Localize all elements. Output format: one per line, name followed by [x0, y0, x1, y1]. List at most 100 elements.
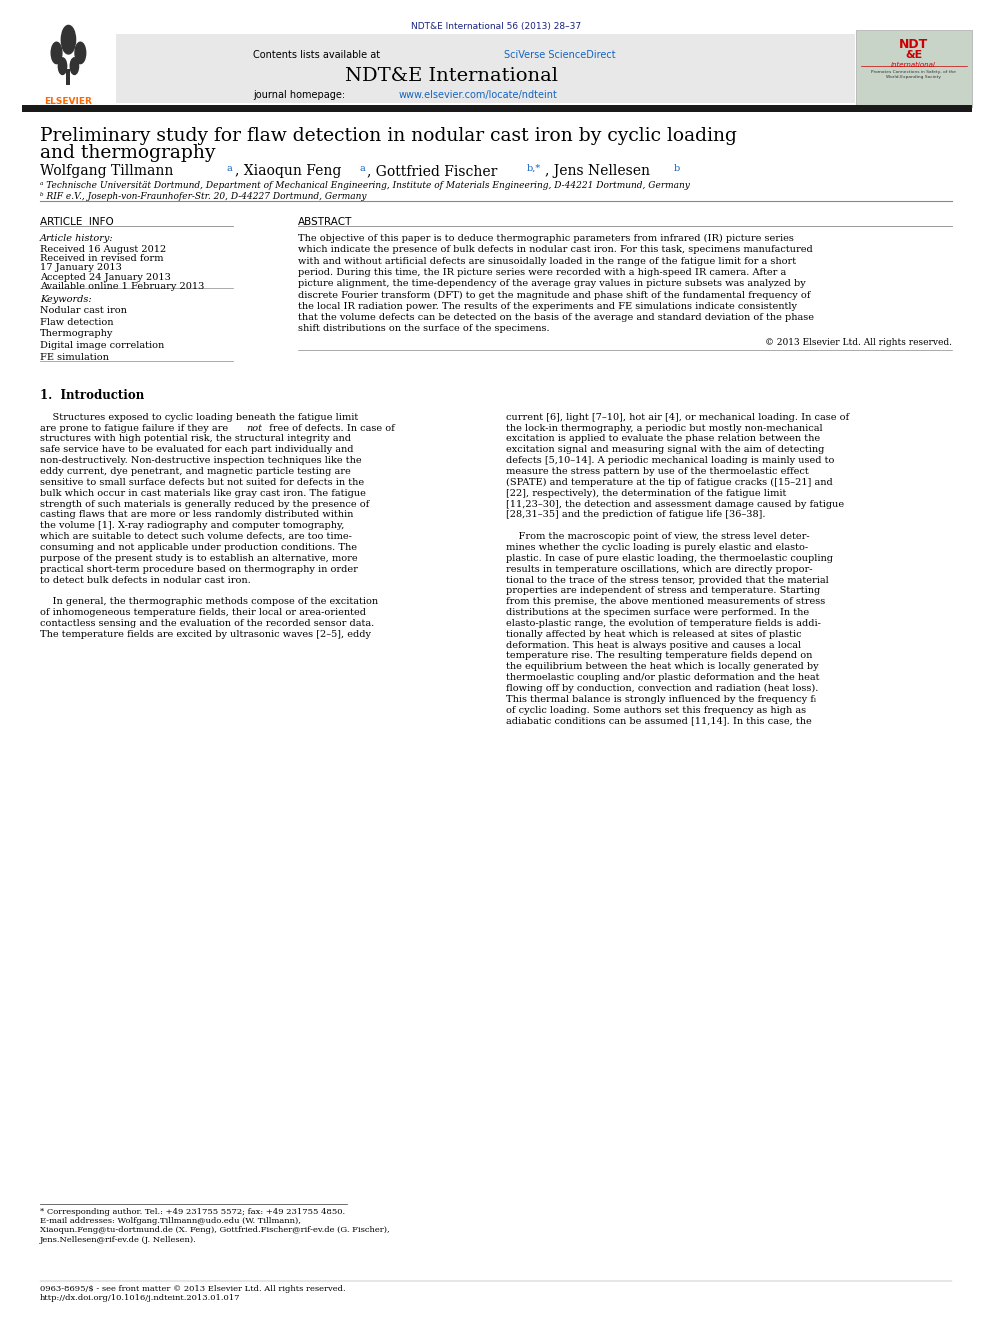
Text: www.elsevier.com/locate/ndteint: www.elsevier.com/locate/ndteint: [399, 90, 558, 101]
Text: excitation signal and measuring signal with the aim of detecting: excitation signal and measuring signal w…: [506, 446, 824, 454]
Text: * Corresponding author. Tel.: +49 231755 5572; fax: +49 231755 4850.: * Corresponding author. Tel.: +49 231755…: [40, 1208, 345, 1216]
Text: NDT: NDT: [899, 38, 929, 52]
Text: Keywords:: Keywords:: [40, 295, 91, 304]
Text: Thermography: Thermography: [40, 329, 113, 339]
Text: of inhomogeneous temperature fields, their local or area-oriented: of inhomogeneous temperature fields, the…: [40, 609, 366, 617]
Text: deformation. This heat is always positive and causes a local: deformation. This heat is always positiv…: [506, 640, 802, 650]
FancyBboxPatch shape: [856, 30, 972, 107]
Text: discrete Fourier transform (DFT) to get the magnitude and phase shift of the fun: discrete Fourier transform (DFT) to get …: [298, 290, 810, 299]
Text: casting flaws that are more or less randomly distributed within: casting flaws that are more or less rand…: [40, 511, 353, 520]
Text: ELSEVIER: ELSEVIER: [45, 97, 92, 106]
Text: tional to the trace of the stress tensor, provided that the material: tional to the trace of the stress tensor…: [506, 576, 828, 585]
Text: Preliminary study for flaw detection in nodular cast iron by cyclic loading: Preliminary study for flaw detection in …: [40, 127, 736, 146]
Text: , Gottfried Fischer: , Gottfried Fischer: [367, 164, 497, 179]
Text: thermoelastic coupling and/or plastic deformation and the heat: thermoelastic coupling and/or plastic de…: [506, 673, 819, 683]
Text: b,*: b,*: [527, 164, 541, 173]
Ellipse shape: [62, 25, 75, 54]
Text: Contents lists available at: Contents lists available at: [253, 50, 383, 61]
Text: with and without artificial defects are sinusoidally loaded in the range of the : with and without artificial defects are …: [298, 257, 796, 266]
Text: FE simulation: FE simulation: [40, 353, 108, 363]
Text: [28,31–35] and the prediction of fatigue life [36–38].: [28,31–35] and the prediction of fatigue…: [506, 511, 766, 520]
Text: From the macroscopic point of view, the stress level deter-: From the macroscopic point of view, the …: [506, 532, 809, 541]
Text: purpose of the present study is to establish an alternative, more: purpose of the present study is to estab…: [40, 554, 357, 562]
Text: flowing off by conduction, convection and radiation (heat loss).: flowing off by conduction, convection an…: [506, 684, 818, 693]
Text: strength of such materials is generally reduced by the presence of: strength of such materials is generally …: [40, 500, 369, 508]
Text: which are suitable to detect such volume defects, are too time-: which are suitable to detect such volume…: [40, 532, 351, 541]
Text: of cyclic loading. Some authors set this frequency as high as: of cyclic loading. Some authors set this…: [506, 705, 806, 714]
Text: structures with high potential risk, the structural integrity and: structures with high potential risk, the…: [40, 434, 351, 443]
Text: eddy current, dye penetrant, and magnetic particle testing are: eddy current, dye penetrant, and magneti…: [40, 467, 350, 476]
Text: [22], respectively), the determination of the fatigue limit: [22], respectively), the determination o…: [506, 488, 787, 497]
Text: http://dx.doi.org/10.1016/j.ndteint.2013.01.017: http://dx.doi.org/10.1016/j.ndteint.2013…: [40, 1294, 240, 1302]
Text: In general, the thermographic methods compose of the excitation: In general, the thermographic methods co…: [40, 597, 378, 606]
Text: sensitive to small surface defects but not suited for defects in the: sensitive to small surface defects but n…: [40, 478, 364, 487]
Text: NDT&E International: NDT&E International: [345, 67, 558, 86]
Text: and thermography: and thermography: [40, 144, 215, 163]
Text: to detect bulk defects in nodular cast iron.: to detect bulk defects in nodular cast i…: [40, 576, 250, 585]
Text: bulk which occur in cast materials like gray cast iron. The fatigue: bulk which occur in cast materials like …: [40, 488, 366, 497]
Text: ᵇ RIF e.V., Joseph-von-Fraunhofer-Str. 20, D-44227 Dortmund, Germany: ᵇ RIF e.V., Joseph-von-Fraunhofer-Str. 2…: [40, 192, 366, 201]
Text: Structures exposed to cyclic loading beneath the fatigue limit: Structures exposed to cyclic loading ben…: [40, 413, 358, 422]
Text: ᵃ Technische Universität Dortmund, Department of Mechanical Engineering, Institu: ᵃ Technische Universität Dortmund, Depar…: [40, 181, 689, 191]
Text: 0963-8695/$ - see front matter © 2013 Elsevier Ltd. All rights reserved.: 0963-8695/$ - see front matter © 2013 El…: [40, 1285, 345, 1293]
Text: The objective of this paper is to deduce thermographic parameters from infrared : The objective of this paper is to deduce…: [298, 234, 794, 243]
Text: © 2013 Elsevier Ltd. All rights reserved.: © 2013 Elsevier Ltd. All rights reserved…: [765, 337, 952, 347]
Text: plastic. In case of pure elastic loading, the thermoelastic coupling: plastic. In case of pure elastic loading…: [506, 554, 833, 562]
Text: temperature rise. The resulting temperature fields depend on: temperature rise. The resulting temperat…: [506, 651, 812, 660]
Text: (SPATE) and temperature at the tip of fatigue cracks ([15–21] and: (SPATE) and temperature at the tip of fa…: [506, 478, 832, 487]
Text: , Jens Nellesen: , Jens Nellesen: [545, 164, 650, 179]
Text: Xiaoqun.Feng@tu-dortmund.de (X. Feng), Gottfried.Fischer@rif-ev.de (G. Fischer),: Xiaoqun.Feng@tu-dortmund.de (X. Feng), G…: [40, 1226, 389, 1234]
Text: shift distributions on the surface of the specimens.: shift distributions on the surface of th…: [298, 324, 550, 333]
Text: measure the stress pattern by use of the thermoelastic effect: measure the stress pattern by use of the…: [506, 467, 808, 476]
Text: results in temperature oscillations, which are directly propor-: results in temperature oscillations, whi…: [506, 565, 812, 574]
Text: free of defects. In case of: free of defects. In case of: [266, 423, 395, 433]
Text: the equilibrium between the heat which is locally generated by: the equilibrium between the heat which i…: [506, 663, 818, 671]
Text: the local IR radiation power. The results of the experiments and FE simulations : the local IR radiation power. The result…: [298, 302, 797, 311]
Text: adiabatic conditions can be assumed [11,14]. In this case, the: adiabatic conditions can be assumed [11,…: [506, 717, 811, 725]
Ellipse shape: [75, 42, 85, 64]
Text: elasto-plastic range, the evolution of temperature fields is addi-: elasto-plastic range, the evolution of t…: [506, 619, 820, 628]
Text: [11,23–30], the detection and assessment damage caused by fatigue: [11,23–30], the detection and assessment…: [506, 500, 844, 508]
Text: international: international: [891, 62, 936, 69]
Text: Available online 1 February 2013: Available online 1 February 2013: [40, 282, 204, 291]
Text: a: a: [226, 164, 232, 173]
Text: Promotes Connections in Safety, of the: Promotes Connections in Safety, of the: [871, 70, 956, 74]
Ellipse shape: [59, 58, 66, 74]
Text: Flaw detection: Flaw detection: [40, 318, 113, 327]
Text: are prone to fatigue failure if they are: are prone to fatigue failure if they are: [40, 423, 231, 433]
Text: properties are independent of stress and temperature. Starting: properties are independent of stress and…: [506, 586, 820, 595]
Text: contactless sensing and the evaluation of the recorded sensor data.: contactless sensing and the evaluation o…: [40, 619, 374, 628]
Text: Received in revised form: Received in revised form: [40, 254, 163, 263]
Text: non-destructively. Non-destructive inspection techniques like the: non-destructively. Non-destructive inspe…: [40, 456, 361, 466]
Text: defects [5,10–14]. A periodic mechanical loading is mainly used to: defects [5,10–14]. A periodic mechanical…: [506, 456, 834, 466]
Text: Article history:: Article history:: [40, 234, 113, 243]
Text: practical short-term procedure based on thermography in order: practical short-term procedure based on …: [40, 565, 357, 574]
Text: Jens.Nellesen@rif-ev.de (J. Nellesen).: Jens.Nellesen@rif-ev.de (J. Nellesen).: [40, 1236, 196, 1244]
Text: This thermal balance is strongly influenced by the frequency fₗ: This thermal balance is strongly influen…: [506, 695, 816, 704]
Text: 17 January 2013: 17 January 2013: [40, 263, 122, 273]
Text: that the volume defects can be detected on the basis of the average and standard: that the volume defects can be detected …: [298, 312, 813, 321]
Text: the volume [1]. X-ray radiography and computer tomography,: the volume [1]. X-ray radiography and co…: [40, 521, 344, 531]
Text: The temperature fields are excited by ultrasonic waves [2–5], eddy: The temperature fields are excited by ul…: [40, 630, 371, 639]
Text: , Xiaoqun Feng: , Xiaoqun Feng: [235, 164, 341, 179]
FancyBboxPatch shape: [22, 105, 972, 112]
Text: 1.  Introduction: 1. Introduction: [40, 389, 144, 402]
Text: current [6], light [7–10], hot air [4], or mechanical loading. In case of: current [6], light [7–10], hot air [4], …: [506, 413, 849, 422]
Text: period. During this time, the IR picture series were recorded with a high-speed : period. During this time, the IR picture…: [298, 267, 786, 277]
Text: ARTICLE  INFO: ARTICLE INFO: [40, 217, 113, 228]
Text: from this premise, the above mentioned measurements of stress: from this premise, the above mentioned m…: [506, 597, 825, 606]
Text: distributions at the specimen surface were performed. In the: distributions at the specimen surface we…: [506, 609, 809, 617]
Text: which indicate the presence of bulk defects in nodular cast iron. For this task,: which indicate the presence of bulk defe…: [298, 246, 812, 254]
Text: Wolfgang Tillmann: Wolfgang Tillmann: [40, 164, 173, 179]
FancyBboxPatch shape: [66, 69, 70, 85]
Text: excitation is applied to evaluate the phase relation between the: excitation is applied to evaluate the ph…: [506, 434, 820, 443]
Text: consuming and not applicable under production conditions. The: consuming and not applicable under produ…: [40, 542, 357, 552]
Text: a: a: [359, 164, 365, 173]
Text: the lock-in thermography, a periodic but mostly non-mechanical: the lock-in thermography, a periodic but…: [506, 423, 822, 433]
Text: picture alignment, the time-dependency of the average gray values in picture sub: picture alignment, the time-dependency o…: [298, 279, 806, 288]
Text: &E: &E: [905, 50, 923, 61]
FancyBboxPatch shape: [40, 34, 855, 103]
Text: safe service have to be evaluated for each part individually and: safe service have to be evaluated for ea…: [40, 446, 353, 454]
Text: tionally affected by heat which is released at sites of plastic: tionally affected by heat which is relea…: [506, 630, 802, 639]
Text: Digital image correlation: Digital image correlation: [40, 341, 164, 351]
